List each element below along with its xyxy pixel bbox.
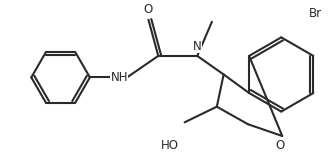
Text: NH: NH [111, 71, 128, 84]
Text: N: N [193, 40, 202, 53]
Text: O: O [276, 139, 285, 152]
Text: O: O [144, 3, 153, 16]
Text: Br: Br [309, 7, 322, 20]
Text: HO: HO [161, 139, 179, 152]
